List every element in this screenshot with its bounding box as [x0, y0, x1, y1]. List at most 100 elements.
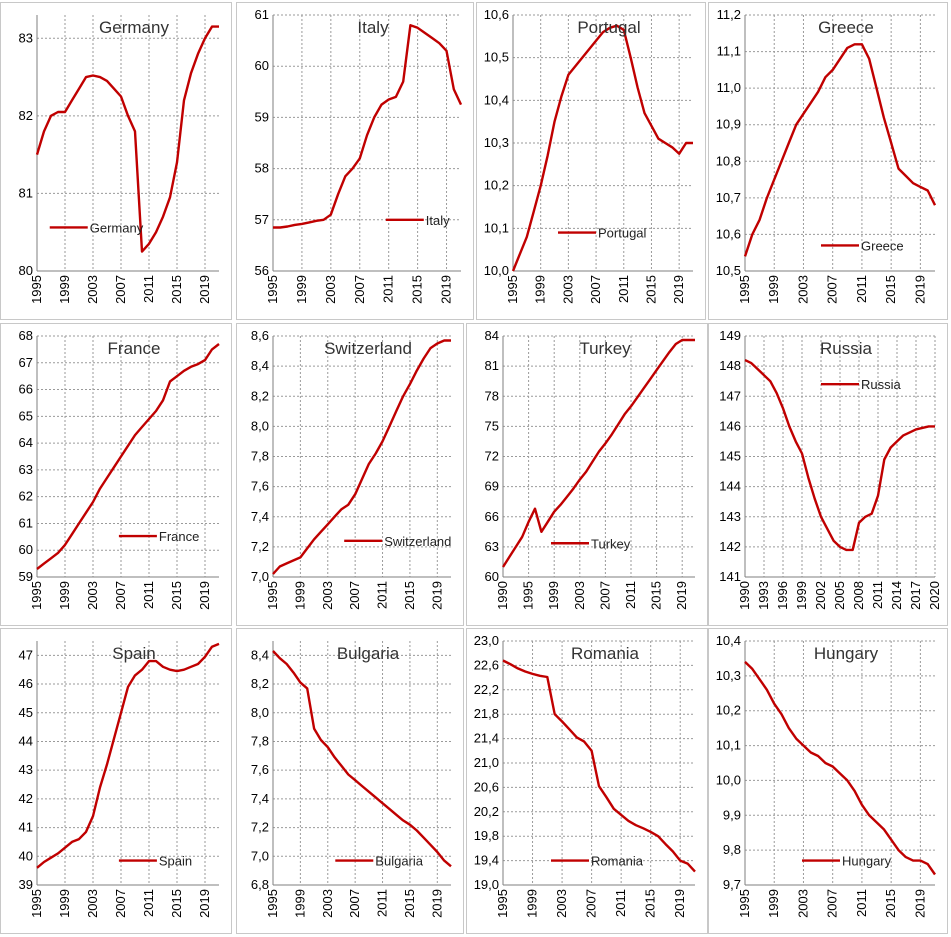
legend-label: Spain [159, 854, 192, 869]
y-tick-label: 66 [485, 509, 499, 524]
y-tick-label: 10,1 [484, 220, 509, 235]
series-line-italy [273, 24, 463, 229]
y-tick-label: 66 [19, 382, 33, 397]
y-tick-label: 45 [19, 705, 33, 720]
y-tick-label: 148 [719, 358, 741, 373]
y-tick-label: 10,4 [484, 92, 509, 107]
chart-russia: 141 142 143 144 145 146 147 148 149 1990 1993 1996 1… [719, 328, 942, 610]
y-tick-label: 21,0 [474, 755, 499, 770]
y-tick-label: 20,2 [474, 804, 499, 819]
y-tick-label: 142 [719, 539, 741, 554]
series-line-france [36, 343, 220, 570]
x-tick-label: 1995 [505, 275, 520, 304]
y-tick-label: 10,6 [716, 226, 741, 241]
chart-portugal: 10,0 10,1 10,2 10,3 10,4 10,5 10,6 1995 1999 2003… [484, 7, 693, 304]
x-tick-label: 2011 [854, 275, 869, 303]
chart-switzerland: 7,0 7,2 7,4 7,6 7,8 8,0 8,2 8,4 8,6 1995 1999 2003 2… [251, 328, 451, 610]
x-tick-label: 2003 [795, 889, 810, 918]
chart-spain: 39 40 41 42 43 44 45 46 47 1995 1999 2003 2007 2011 20… [19, 641, 220, 918]
legend-label: Turkey [591, 536, 631, 551]
y-tick-label: 7,6 [251, 762, 269, 777]
y-tick-label: 62 [19, 489, 33, 504]
chart-panel-turkey: 60 63 66 69 72 75 78 81 84 1990 1995 1999 2003 2007 20… [466, 323, 708, 626]
x-tick-label: 2015 [649, 581, 664, 610]
x-tick-label: 2007 [588, 275, 603, 304]
y-tick-label: 63 [19, 462, 33, 477]
legend-label: Romania [591, 854, 644, 869]
x-tick-label: 2015 [643, 275, 658, 304]
y-tick-label: 7,2 [251, 820, 269, 835]
y-tick-label: 144 [719, 479, 741, 494]
y-tick-label: 7,8 [251, 449, 269, 464]
chart-romania: 19,0 19,4 19,8 20,2 20,6 21,0 21,4 21,8 22,2 22,6… [474, 633, 696, 918]
x-tick-label: 1995 [495, 889, 510, 918]
y-tick-label: 19,8 [474, 828, 499, 843]
x-tick-label: 1999 [294, 275, 309, 304]
y-tick-label: 7,6 [251, 479, 269, 494]
y-tick-label: 10,2 [484, 178, 509, 193]
chart-panel-france: 59 60 61 62 63 64 65 66 67 68 1995 1999 2003 2007 2011… [0, 323, 232, 626]
x-tick-label: 2003 [85, 275, 100, 304]
y-tick-label: 10,3 [716, 668, 741, 683]
y-tick-label: 11,1 [717, 44, 741, 59]
x-tick-label: 2007 [825, 275, 840, 304]
x-tick-label: 2007 [597, 581, 612, 610]
legend-label: Bulgaria [375, 854, 423, 869]
y-tick-label: 145 [719, 449, 741, 464]
x-tick-label: 2003 [85, 581, 100, 610]
series-line-romania [502, 659, 696, 873]
x-tick-label: 2011 [870, 581, 885, 609]
chart-title: Greece [818, 18, 874, 37]
y-tick-label: 7,8 [251, 733, 269, 748]
x-tick-label: 2003 [320, 889, 335, 918]
x-tick-label: 2020 [927, 581, 942, 610]
y-tick-label: 60 [255, 58, 269, 73]
y-tick-label: 60 [485, 569, 499, 584]
x-tick-label: 1999 [546, 581, 561, 610]
x-tick-label: 1999 [533, 275, 548, 304]
series-line-switzerland [272, 339, 451, 575]
x-tick-label: 2007 [113, 889, 128, 918]
y-tick-label: 23,0 [474, 633, 499, 648]
y-tick-label: 47 [19, 647, 33, 662]
y-tick-label: 7,4 [251, 791, 269, 806]
y-tick-label: 7,2 [251, 539, 269, 554]
series-line-hungary [744, 661, 936, 876]
chart-panel-russia: 141 142 143 144 145 146 147 148 149 1990 1993 1996 1… [708, 323, 948, 626]
x-tick-label: 2011 [375, 889, 390, 917]
y-tick-label: 81 [19, 185, 33, 200]
x-tick-label: 2003 [572, 581, 587, 610]
chart-title: Turkey [579, 339, 631, 358]
x-tick-label: 2015 [883, 275, 898, 304]
y-tick-label: 10,3 [484, 135, 509, 150]
y-tick-label: 6,8 [251, 877, 269, 892]
chart-bulgaria: 6,8 7,0 7,2 7,4 7,6 7,8 8,0 8,2 8,4 1995 1999 2003 2… [251, 641, 452, 918]
y-tick-label: 10,0 [484, 263, 509, 278]
series-line-germany [35, 25, 219, 253]
y-tick-label: 41 [19, 820, 33, 835]
chart-panel-greece: 10,5 10,6 10,7 10,8 10,9 11,0 11,1 11,2 1995 1999… [708, 2, 948, 320]
x-tick-label: 2007 [825, 889, 840, 918]
y-tick-label: 8,6 [251, 328, 269, 343]
chart-title: Germany [99, 18, 169, 37]
x-tick-label: 2011 [141, 275, 156, 303]
x-tick-label: 2015 [402, 581, 417, 610]
y-tick-label: 8,0 [251, 705, 269, 720]
y-tick-label: 42 [19, 791, 33, 806]
y-tick-label: 7,0 [251, 848, 269, 863]
y-tick-label: 69 [485, 479, 499, 494]
x-tick-label: 2011 [616, 275, 631, 303]
y-tick-label: 56 [255, 263, 269, 278]
y-tick-label: 10,6 [484, 7, 509, 22]
y-tick-label: 7,4 [251, 509, 269, 524]
y-tick-label: 141 [719, 569, 741, 584]
y-tick-label: 82 [19, 108, 33, 123]
x-tick-label: 2019 [912, 889, 927, 918]
x-tick-label: 2019 [674, 581, 689, 610]
legend-label: France [159, 529, 199, 544]
series-line-spain [36, 642, 220, 869]
x-tick-label: 2003 [795, 275, 810, 304]
x-tick-label: 2003 [554, 889, 569, 918]
legend-label: Hungary [842, 854, 892, 869]
legend-label: Russia [861, 377, 902, 392]
